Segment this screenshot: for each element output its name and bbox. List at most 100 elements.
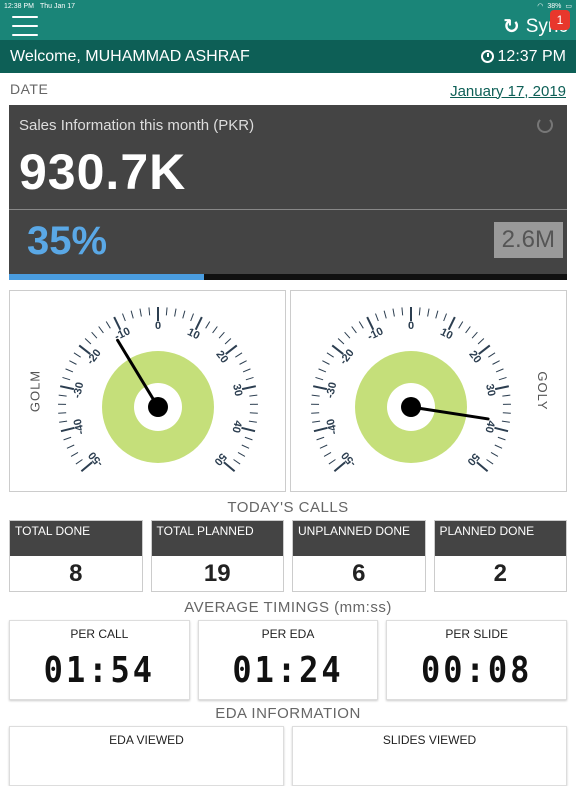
calls-section-title: TODAY'S CALLS bbox=[0, 496, 576, 520]
gauge-minor-tick bbox=[459, 321, 463, 328]
date-row: DATE January 17, 2019 bbox=[0, 73, 576, 105]
gauge-minor-tick bbox=[240, 361, 247, 365]
gauge-hub bbox=[401, 397, 421, 417]
timing-value: 01:54 bbox=[44, 649, 155, 691]
gauge-major-tick bbox=[479, 345, 490, 354]
sales-panel: Sales Information this month (PKR) 930.7… bbox=[9, 105, 567, 280]
timing-label: PER SLIDE bbox=[445, 627, 508, 641]
gauge-tick-label: -20 bbox=[338, 347, 357, 367]
notification-badge[interactable]: 1 bbox=[550, 10, 570, 30]
gauge-minor-tick bbox=[66, 369, 73, 372]
call-card-total-planned[interactable]: TOTAL PLANNED 19 bbox=[151, 520, 285, 592]
gauge-minor-tick bbox=[106, 321, 110, 328]
call-card-unplanned-done[interactable]: UNPLANNED DONE 6 bbox=[292, 520, 426, 592]
gauge-minor-tick bbox=[315, 377, 323, 379]
status-time: 12:38 PM bbox=[4, 3, 34, 10]
gauge-minor-tick bbox=[58, 413, 66, 414]
gauge-minor-tick bbox=[246, 377, 254, 379]
gauge-minor-tick bbox=[502, 421, 510, 422]
gauge-minor-tick bbox=[250, 413, 258, 414]
status-bar: 12:38 PM Thu Jan 17 ◠ 38% ▭ bbox=[0, 0, 576, 12]
gauge-major-tick bbox=[226, 345, 237, 354]
gauge-major-tick bbox=[495, 386, 509, 389]
gauge-minor-tick bbox=[312, 395, 320, 396]
eda-card-viewed: EDA VIEWED bbox=[9, 726, 284, 786]
gauge-minor-tick bbox=[149, 307, 150, 315]
gauge-minor-tick bbox=[140, 309, 141, 317]
refresh-icon[interactable] bbox=[537, 117, 553, 133]
gauge-major-tick bbox=[224, 462, 235, 471]
gauge-minor-tick bbox=[472, 332, 477, 338]
battery-icon: ▭ bbox=[565, 2, 572, 10]
gauge-minor-tick bbox=[498, 437, 506, 440]
gauge-minor-tick bbox=[131, 311, 133, 319]
call-card-label: TOTAL DONE bbox=[10, 521, 142, 556]
timings-section-title: AVERAGE TIMINGS (mm:ss) bbox=[0, 596, 576, 620]
eda-section-title: EDA INFORMATION bbox=[0, 702, 576, 726]
gauge-major-tick bbox=[367, 317, 373, 330]
sales-amount: 930.7K bbox=[19, 143, 186, 201]
gauge-minor-tick bbox=[338, 339, 344, 344]
sales-target: 2.6M bbox=[494, 222, 563, 258]
gauge-major-tick bbox=[313, 386, 327, 389]
gauge-minor-tick bbox=[249, 421, 257, 422]
gauge-minor-tick bbox=[327, 353, 334, 357]
gauge-minor-tick bbox=[352, 327, 357, 333]
gauge-minor-tick bbox=[225, 339, 231, 344]
call-card-planned-done[interactable]: PLANNED DONE 2 bbox=[434, 520, 568, 592]
gauge-minor-tick bbox=[234, 460, 241, 465]
gauge-minor-tick bbox=[175, 309, 176, 317]
gauge-major-tick bbox=[114, 317, 120, 330]
gauge-tick-label: 10 bbox=[185, 326, 201, 342]
call-card-total-done[interactable]: TOTAL DONE 8 bbox=[9, 520, 143, 592]
welcome-text: Welcome, MUHAMMAD ASHRAF bbox=[10, 48, 250, 66]
gauge-minor-tick bbox=[249, 395, 257, 396]
gauge-minor-tick bbox=[324, 452, 331, 456]
gauge-tick-label: 40 bbox=[229, 419, 244, 434]
eda-label: EDA VIEWED bbox=[10, 733, 283, 747]
eda-card-slides-viewed: SLIDES VIEWED bbox=[292, 726, 567, 786]
gauge-major-tick bbox=[241, 428, 255, 431]
gauge-major-tick bbox=[242, 386, 256, 389]
call-card-value: 19 bbox=[152, 556, 284, 591]
wifi-icon: ◠ bbox=[537, 2, 543, 10]
gauge-minor-tick bbox=[191, 314, 194, 321]
date-picker-link[interactable]: January 17, 2019 bbox=[450, 79, 566, 100]
welcome-bar: Welcome, MUHAMMAD ASHRAF 12:37 PM bbox=[0, 40, 576, 73]
gauge-minor-tick bbox=[320, 445, 327, 448]
gauge-minor-tick bbox=[495, 445, 502, 448]
gauge-minor-tick bbox=[329, 460, 336, 465]
gauge-minor-tick bbox=[238, 452, 245, 456]
gauge-minor-tick bbox=[503, 413, 511, 414]
gauge-minor-tick bbox=[206, 321, 210, 328]
gauge-minor-tick bbox=[312, 421, 320, 422]
menu-icon[interactable] bbox=[12, 16, 38, 36]
sync-icon: ↻ bbox=[503, 14, 520, 39]
gauge-tick-label: 20 bbox=[466, 349, 483, 366]
gauge-minor-tick bbox=[183, 311, 185, 319]
gauge-major-tick bbox=[334, 462, 345, 471]
gauge-major-tick bbox=[196, 317, 202, 330]
gauge-tick-label: -40 bbox=[72, 417, 87, 435]
calls-row: TOTAL DONE 8 TOTAL PLANNED 19 UNPLANNED … bbox=[9, 520, 567, 592]
gauge-tick-label: -10 bbox=[113, 325, 133, 343]
timings-row: PER CALL 01:54 PER EDA 01:24 PER SLIDE 0… bbox=[9, 620, 567, 700]
gauge-minor-tick bbox=[99, 327, 104, 333]
gauge-minor-tick bbox=[69, 361, 76, 365]
gauge-minor-tick bbox=[64, 437, 72, 440]
gauge-minor-tick bbox=[375, 314, 378, 321]
gauge-minor-tick bbox=[487, 460, 494, 465]
gauge-hub bbox=[148, 397, 168, 417]
gauge-minor-tick bbox=[428, 309, 429, 317]
gauge-tick-label: 10 bbox=[438, 326, 454, 342]
call-card-label: PLANNED DONE bbox=[435, 521, 567, 556]
gauge-major-tick bbox=[79, 345, 90, 354]
gauge-tick-label: 0 bbox=[155, 320, 161, 332]
gauge-minor-tick bbox=[71, 452, 78, 456]
gauge-minor-tick bbox=[436, 311, 438, 319]
sales-progress-bar bbox=[9, 274, 567, 280]
